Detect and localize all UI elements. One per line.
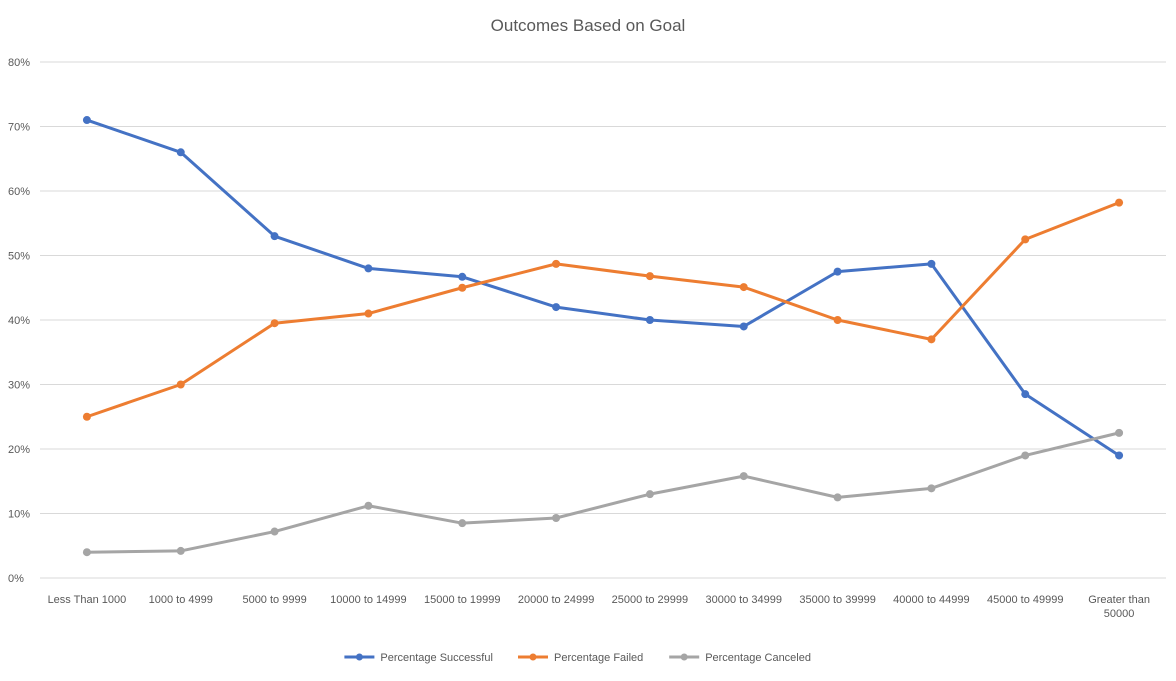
legend-item: Percentage Failed <box>518 652 643 664</box>
x-tick-label: 10000 to 14999 <box>330 594 406 606</box>
data-point <box>552 303 561 312</box>
data-point <box>1115 198 1124 207</box>
series-line <box>85 118 1121 457</box>
data-point <box>645 316 654 324</box>
legend-swatch-marker <box>529 653 537 661</box>
data-point <box>270 319 279 328</box>
data-point <box>458 272 467 281</box>
series-lines <box>82 116 1124 557</box>
data-point <box>739 322 748 331</box>
series-line <box>85 431 1121 554</box>
data-point <box>833 267 842 276</box>
x-tick-label: 30000 to 34999 <box>706 594 782 606</box>
data-point <box>1115 428 1124 437</box>
legend-label: Percentage Failed <box>554 652 643 664</box>
chart-title: Outcomes Based on Goal <box>491 16 686 35</box>
data-point <box>82 548 91 557</box>
x-tick-label: 15000 to 19999 <box>424 594 500 606</box>
y-tick-label: 0% <box>8 573 24 585</box>
series-2 <box>82 198 1124 421</box>
y-tick-label: 10% <box>8 509 30 521</box>
data-point <box>364 501 373 510</box>
x-tick-label: 20000 to 24999 <box>518 594 594 606</box>
data-point <box>927 259 936 268</box>
data-point <box>458 519 467 528</box>
legend-swatch-marker <box>680 653 688 661</box>
data-point <box>833 493 842 502</box>
data-point <box>270 232 279 241</box>
data-point <box>1021 235 1030 244</box>
data-point <box>176 380 185 389</box>
data-point <box>645 490 654 499</box>
y-tick-label: 70% <box>8 122 30 134</box>
data-point <box>552 514 561 523</box>
series-line <box>85 201 1121 419</box>
data-point <box>82 412 91 421</box>
data-point <box>739 283 748 292</box>
y-tick-label: 30% <box>8 380 30 392</box>
legend-item: Percentage Canceled <box>669 652 811 664</box>
y-tick-label: 80% <box>8 57 30 69</box>
data-point <box>1115 451 1124 460</box>
data-point <box>927 335 936 344</box>
data-point <box>927 484 936 493</box>
x-axis-tick-labels: Less Than 1000 1000 to 4999 5000 to 9999 10… <box>48 594 1150 620</box>
series-3 <box>82 428 1124 557</box>
x-tick-label: Greater than 50000 <box>1088 594 1150 620</box>
x-tick-label: Less Than 1000 <box>48 594 127 606</box>
x-tick-label: 45000 to 49999 <box>987 594 1063 606</box>
legend-label: Percentage Canceled <box>705 652 811 664</box>
data-point <box>364 264 373 273</box>
data-point <box>458 283 467 292</box>
legend-label: Percentage Successful <box>380 652 493 664</box>
data-point <box>364 309 373 318</box>
legend-item: Percentage Successful <box>344 652 493 664</box>
gridlines <box>40 61 1166 579</box>
legend: Percentage Successful Percentage Failed Pe… <box>344 652 811 664</box>
y-tick-label: 20% <box>8 444 30 456</box>
x-tick-label: 1000 to 4999 <box>149 594 213 606</box>
data-point <box>82 116 91 125</box>
legend-swatch-marker <box>355 653 363 661</box>
x-tick-label: 35000 to 39999 <box>799 594 875 606</box>
y-tick-label: 50% <box>8 251 30 263</box>
y-tick-label: 40% <box>8 315 30 327</box>
x-tick-label: 40000 to 44999 <box>893 594 969 606</box>
x-tick-label: 5000 to 9999 <box>242 594 306 606</box>
data-point <box>176 546 185 555</box>
data-point <box>270 527 279 536</box>
data-point <box>739 472 748 481</box>
data-point <box>1021 390 1030 399</box>
x-tick-label: 25000 to 29999 <box>612 594 688 606</box>
data-point <box>833 316 842 324</box>
data-point <box>1021 451 1030 460</box>
series-1 <box>82 116 1124 460</box>
y-tick-label: 60% <box>8 186 30 198</box>
data-point <box>176 148 185 157</box>
data-point <box>552 259 561 268</box>
data-point <box>645 272 654 281</box>
y-axis-tick-labels: 0% 10% 20% 30% 40% 50% 60% 70% 80% <box>8 57 30 585</box>
